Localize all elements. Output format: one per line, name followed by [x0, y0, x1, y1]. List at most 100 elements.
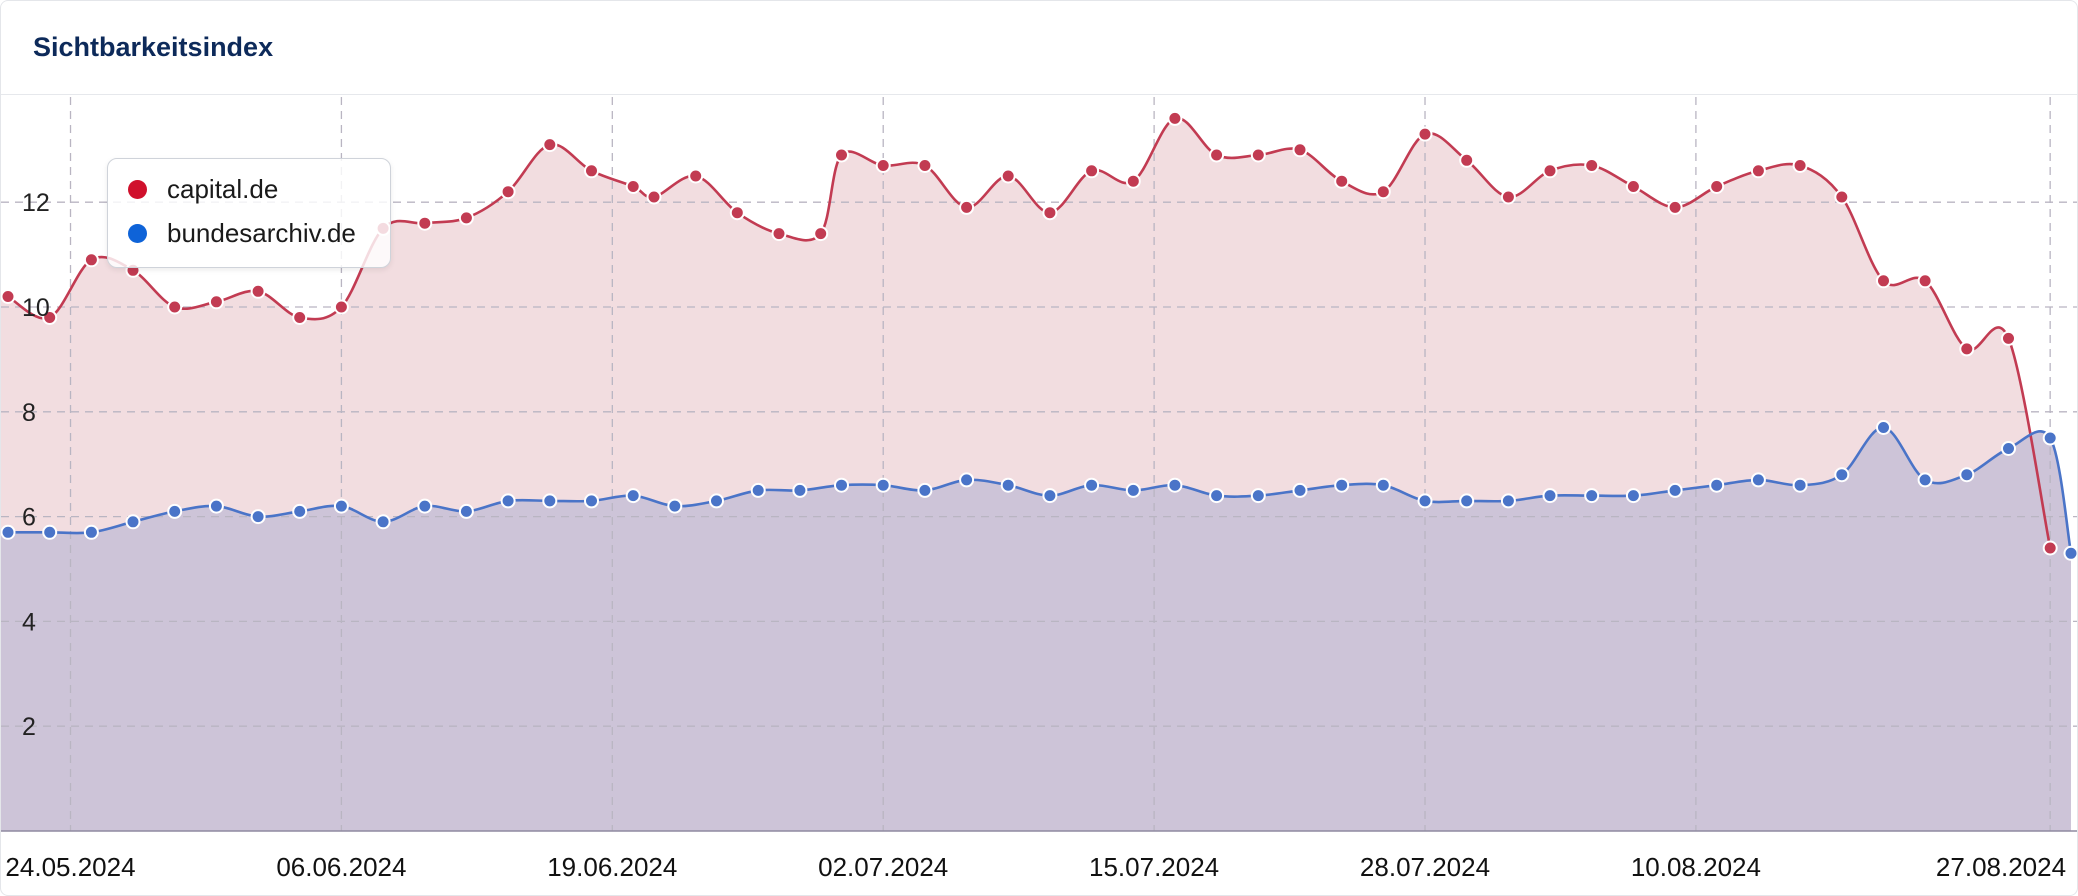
data-point: [834, 147, 849, 163]
data-point: [1959, 467, 1975, 483]
x-tick-label: 28.07.2024: [1360, 852, 1490, 882]
data-point: [1250, 147, 1266, 163]
data-point: [1167, 110, 1183, 126]
data-point: [1042, 488, 1058, 504]
data-point: [1917, 472, 1933, 488]
legend-dot-bundesarchiv: [128, 223, 147, 243]
data-point: [1042, 205, 1058, 221]
data-point: [1959, 341, 1975, 357]
x-tick-label: 02.07.2024: [818, 852, 948, 882]
data-point: [1375, 477, 1391, 493]
data-point: [1125, 173, 1141, 189]
data-point: [458, 503, 474, 519]
data-point: [125, 514, 141, 530]
card-header: Sichtbarkeitsindex: [1, 1, 2077, 95]
data-point: [875, 477, 891, 493]
data-point: [834, 477, 849, 493]
y-tick-label: 2: [22, 713, 36, 741]
data-point: [1084, 163, 1100, 179]
y-tick-label: 10: [22, 294, 50, 322]
data-point: [1917, 273, 1933, 289]
data-point: [1584, 158, 1600, 173]
data-point: [1000, 477, 1016, 493]
chart-legend: capital.de bundesarchiv.de: [107, 158, 391, 268]
data-point: [167, 299, 183, 315]
data-point: [959, 199, 975, 215]
data-point: [167, 503, 183, 519]
x-axis-labels: 24.05.2024 06.06.2024 19.06.2024 02.07.2024…: [5, 852, 2066, 882]
data-point: [1792, 158, 1808, 173]
data-point: [1334, 173, 1350, 189]
data-point: [292, 310, 308, 325]
data-point: [917, 482, 933, 498]
data-point: [688, 168, 704, 184]
data-point: [1209, 488, 1225, 504]
data-point: [584, 493, 599, 509]
data-point: [2001, 441, 2016, 456]
data-point: [458, 210, 474, 226]
data-point: [1667, 482, 1683, 498]
data-point: [1542, 163, 1558, 179]
data-point: [42, 524, 58, 540]
data-point: [1667, 199, 1683, 215]
data-point: [813, 226, 829, 242]
data-point: [250, 509, 266, 525]
data-point: [1292, 482, 1308, 498]
data-point: [1167, 477, 1183, 493]
legend-label-bundesarchiv: bundesarchiv.de: [167, 217, 356, 248]
legend-dot-capital: [128, 179, 147, 199]
data-point: [1417, 493, 1433, 509]
data-point: [542, 493, 558, 509]
data-point: [1584, 488, 1600, 504]
data-point: [667, 498, 683, 514]
legend-item-capital[interactable]: capital.de: [128, 169, 278, 209]
data-point: [1709, 179, 1725, 194]
data-point: [500, 493, 516, 509]
data-point: [1500, 493, 1516, 509]
x-tick-label: 27.08.2024: [1936, 852, 2066, 882]
x-tick-label: 10.08.2024: [1631, 852, 1761, 882]
data-point: [1375, 184, 1391, 200]
data-point: [375, 514, 391, 530]
data-point: [1209, 147, 1225, 163]
points-bundesarchiv-de: [1, 420, 2077, 561]
data-point: [1792, 477, 1808, 493]
data-point: [1834, 189, 1850, 205]
data-point: [729, 205, 745, 221]
data-point: [1125, 482, 1141, 498]
data-point: [917, 158, 933, 173]
data-point: [709, 493, 724, 509]
data-point: [792, 482, 808, 498]
data-point: [417, 498, 433, 514]
data-point: [1459, 493, 1475, 509]
data-point: [1750, 472, 1766, 488]
legend-label-capital: capital.de: [167, 173, 279, 204]
data-point: [292, 503, 308, 519]
area-layer: [1, 118, 2071, 831]
y-tick-label: 4: [22, 608, 36, 636]
data-point: [2042, 430, 2058, 446]
data-point: [417, 215, 433, 231]
x-tick-label: 15.07.2024: [1089, 852, 1219, 882]
data-point: [83, 252, 99, 268]
data-point: [2042, 540, 2058, 556]
y-tick-label: 12: [22, 189, 50, 217]
data-point: [1459, 152, 1475, 168]
chart-title: Sichtbarkeitsindex: [33, 32, 274, 62]
data-point: [1500, 189, 1516, 205]
legend-item-bundesarchiv[interactable]: bundesarchiv.de: [128, 213, 356, 253]
data-point: [2063, 545, 2077, 561]
y-tick-label: 6: [22, 504, 36, 532]
y-tick-label: 8: [22, 399, 36, 427]
area-bundesarchiv-de: [1, 427, 2071, 831]
data-point: [2001, 330, 2016, 346]
data-point: [1292, 142, 1308, 158]
data-point: [1084, 477, 1100, 493]
data-point: [1876, 420, 1891, 435]
data-point: [1750, 163, 1766, 179]
data-point: [959, 472, 975, 488]
data-point: [750, 482, 766, 498]
data-point: [1625, 179, 1641, 194]
